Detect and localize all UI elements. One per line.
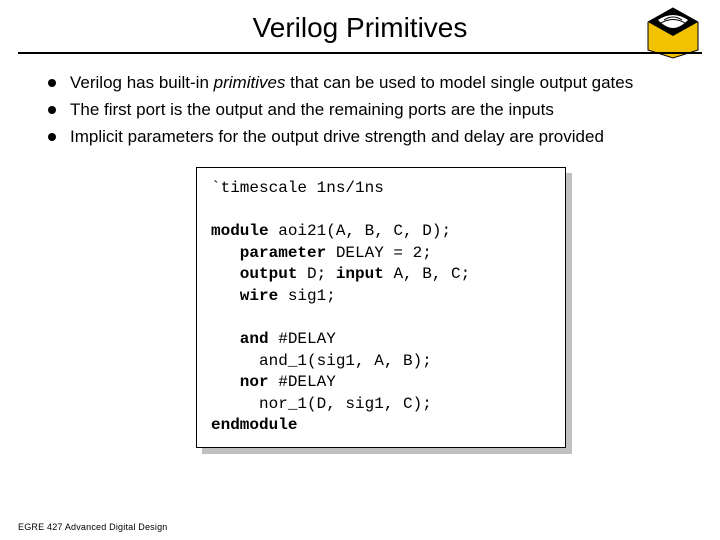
bullet-text: Verilog has built-in (70, 73, 214, 92)
title-divider (18, 52, 702, 54)
code-line: and_1(sig1, A, B); (211, 352, 432, 370)
code-line: #DELAY (269, 373, 336, 391)
code-kw: module (211, 222, 269, 240)
content-area: Verilog has built-in primitives that can… (0, 54, 720, 448)
bullet-text-italic: primitives (214, 73, 286, 92)
code-line: nor_1(D, sig1, C); (211, 395, 432, 413)
code-kw: output (211, 265, 297, 283)
title-area: Verilog Primitives (0, 0, 720, 54)
code-kw: and (211, 330, 269, 348)
code-line: `timescale 1ns/1ns (211, 179, 384, 197)
code-kw: wire (211, 287, 278, 305)
code-line: D; (297, 265, 335, 283)
code-line: A, B, C; (384, 265, 470, 283)
code-box: `timescale 1ns/1ns module aoi21(A, B, C,… (196, 167, 566, 448)
list-item: Implicit parameters for the output drive… (46, 126, 680, 149)
code-line: sig1; (278, 287, 336, 305)
page-title: Verilog Primitives (0, 12, 720, 44)
footer-text: EGRE 427 Advanced Digital Design (18, 522, 167, 532)
code-kw: parameter (211, 244, 326, 262)
code-content: `timescale 1ns/1ns module aoi21(A, B, C,… (196, 167, 566, 448)
code-line: aoi21(A, B, C, D); (269, 222, 451, 240)
code-kw: nor (211, 373, 269, 391)
code-line: #DELAY (269, 330, 336, 348)
code-line: DELAY = 2; (326, 244, 432, 262)
list-item: Verilog has built-in primitives that can… (46, 72, 680, 95)
code-kw: endmodule (211, 416, 297, 434)
bullet-list: Verilog has built-in primitives that can… (46, 72, 680, 149)
bullet-text: that can be used to model single output … (285, 73, 633, 92)
code-kw: input (336, 265, 384, 283)
slide: Verilog Primitives Verilog has built-in … (0, 0, 720, 540)
list-item: The first port is the output and the rem… (46, 99, 680, 122)
